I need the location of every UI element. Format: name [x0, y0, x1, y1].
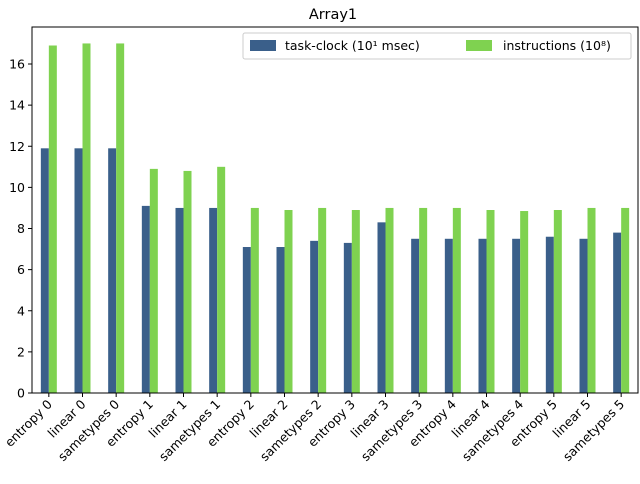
- bar-task-clock-sametypes-1: [209, 207, 218, 393]
- bar-task-clock-entropy-4: [444, 238, 453, 393]
- bar-instructions-sametypes-0: [116, 43, 125, 394]
- bar-instructions-sametypes-1: [217, 166, 226, 393]
- bar-instructions-sametypes-4: [520, 211, 529, 393]
- bar-instructions-sametypes-2: [318, 207, 327, 393]
- bar-instructions-entropy-5: [553, 210, 562, 393]
- chart-title: Array1: [309, 7, 357, 23]
- bar-task-clock-linear-5: [579, 238, 588, 393]
- bar-task-clock-entropy-5: [545, 236, 554, 393]
- bar-task-clock-entropy-1: [141, 205, 150, 393]
- y-axis: 0 2 4 6 8 10 12 14 16: [9, 57, 32, 401]
- bar-instructions-linear-3: [385, 207, 394, 393]
- bar-instructions-entropy-1: [149, 168, 158, 393]
- y-tick-label: 10: [9, 180, 25, 195]
- legend: task-clock (10¹ msec) instructions (10⁸): [242, 32, 632, 60]
- y-tick-label: 6: [17, 262, 25, 277]
- bar-task-clock-linear-2: [276, 247, 285, 393]
- plot-frame: [31, 26, 639, 394]
- bar-task-clock-linear-3: [377, 222, 386, 393]
- bar-task-clock-linear-4: [478, 238, 487, 393]
- bar-instructions-linear-5: [587, 207, 596, 393]
- bar-task-clock-linear-1: [175, 207, 184, 393]
- bar-instructions-linear-1: [183, 170, 192, 393]
- legend-swatch-instructions: [466, 40, 492, 51]
- y-tick-label: 4: [17, 303, 25, 318]
- bars-layer: [40, 43, 630, 394]
- bar-instructions-sametypes-5: [621, 207, 630, 393]
- bar-task-clock-sametypes-3: [411, 238, 420, 393]
- bar-instructions-linear-2: [284, 210, 293, 393]
- bar-task-clock-entropy-3: [343, 242, 352, 393]
- y-tick-label: 0: [17, 386, 25, 401]
- legend-swatch-task-clock: [250, 40, 276, 51]
- legend-label-instructions: instructions (10⁸): [503, 38, 611, 53]
- bar-instructions-entropy-3: [351, 210, 360, 393]
- bar-instructions-entropy-4: [452, 207, 461, 393]
- y-tick-label: 16: [9, 57, 25, 72]
- y-tick-label: 12: [9, 139, 25, 154]
- bar-instructions-sametypes-3: [419, 207, 428, 393]
- bar-instructions-linear-4: [486, 210, 495, 393]
- bar-task-clock-sametypes-4: [512, 238, 521, 393]
- bar-instructions-linear-0: [82, 43, 91, 394]
- bar-instructions-entropy-2: [250, 207, 259, 393]
- bar-task-clock-sametypes-5: [613, 232, 622, 393]
- legend-box: [242, 32, 632, 60]
- legend-label-task-clock: task-clock (10¹ msec): [285, 38, 420, 53]
- bar-task-clock-entropy-2: [242, 247, 251, 393]
- bar-task-clock-entropy-0: [40, 148, 49, 393]
- y-tick-label: 2: [17, 344, 25, 359]
- y-tick-label: 14: [9, 98, 25, 113]
- bar-instructions-entropy-0: [48, 45, 57, 394]
- bar-task-clock-sametypes-2: [310, 240, 319, 393]
- bar-task-clock-linear-0: [74, 148, 83, 393]
- y-tick-label: 8: [17, 221, 25, 236]
- bar-task-clock-sametypes-0: [108, 148, 117, 393]
- x-tick-label: entropy 0: [2, 396, 55, 449]
